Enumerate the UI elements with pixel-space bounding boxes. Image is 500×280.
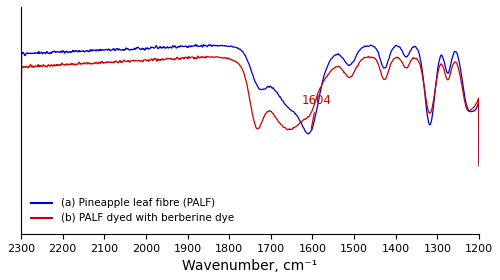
(a) Pineapple leaf fibre (PALF)	[446, 70, 452, 73]
(a) Pineapple leaf fibre (PALF)	[307, 131, 313, 134]
(b) PALF dyed with berberine dye	[340, 71, 346, 74]
(b) PALF dyed with berberine dye	[307, 113, 313, 116]
(b) PALF dyed with berberine dye	[424, 104, 430, 108]
(a) Pineapple leaf fibre (PALF)	[192, 43, 198, 46]
(a) Pineapple leaf fibre (PALF)	[424, 112, 430, 116]
(b) PALF dyed with berberine dye	[124, 59, 130, 63]
Line: (b) PALF dyed with berberine dye: (b) PALF dyed with berberine dye	[21, 56, 479, 171]
(a) Pineapple leaf fibre (PALF)	[476, 164, 482, 168]
(a) Pineapple leaf fibre (PALF)	[475, 102, 481, 106]
(a) Pineapple leaf fibre (PALF)	[124, 47, 130, 51]
(b) PALF dyed with berberine dye	[475, 98, 481, 101]
Legend: (a) Pineapple leaf fibre (PALF), (b) PALF dyed with berberine dye: (a) Pineapple leaf fibre (PALF), (b) PAL…	[26, 193, 239, 228]
(b) PALF dyed with berberine dye	[194, 54, 200, 58]
(a) Pineapple leaf fibre (PALF)	[18, 164, 24, 167]
(b) PALF dyed with berberine dye	[446, 77, 452, 80]
Text: 1604: 1604	[302, 94, 332, 129]
Line: (a) Pineapple leaf fibre (PALF): (a) Pineapple leaf fibre (PALF)	[21, 45, 479, 166]
(b) PALF dyed with berberine dye	[476, 161, 482, 164]
(b) PALF dyed with berberine dye	[18, 169, 24, 172]
(a) Pineapple leaf fibre (PALF)	[340, 58, 346, 61]
X-axis label: Wavenumber, cm⁻¹: Wavenumber, cm⁻¹	[182, 259, 318, 273]
